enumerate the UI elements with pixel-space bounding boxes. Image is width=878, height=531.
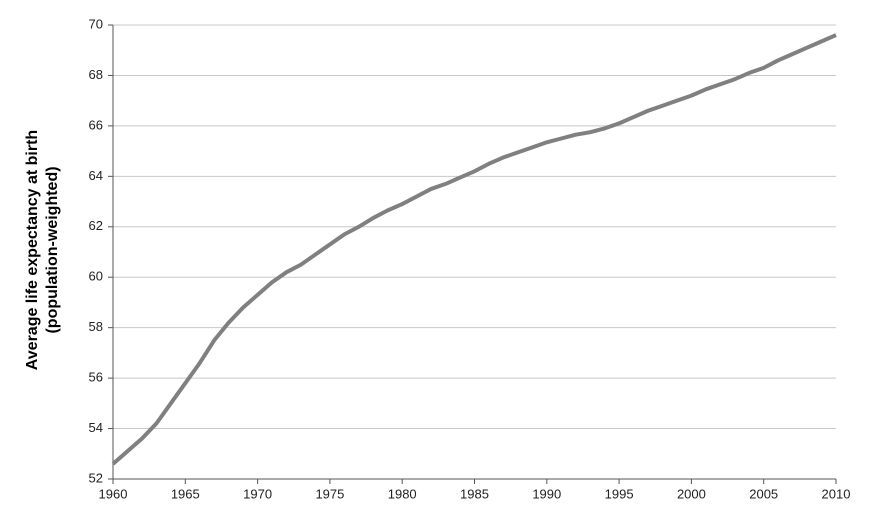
y-tick-label: 70: [89, 16, 103, 31]
y-axis-title-line: (population-weighted): [44, 166, 61, 333]
x-tick-label: 1970: [243, 486, 272, 501]
line: [111, 33, 837, 466]
y-tick-label: 62: [89, 218, 103, 233]
x-tick-label: 1975: [315, 486, 344, 501]
y-tick-label: 60: [89, 269, 103, 284]
x-tick-label: 2005: [749, 486, 778, 501]
x-tick-label: 1995: [605, 486, 634, 501]
y-tick-label: 56: [89, 370, 103, 385]
y-tick-label: 52: [89, 470, 103, 485]
x-tick-label: 1960: [99, 486, 128, 501]
y-tick-label: 64: [89, 168, 103, 183]
x-tick-label: 1985: [460, 486, 489, 501]
y-tick-label: 68: [89, 67, 103, 82]
y-axis-title: Average life expectancy at birth (popula…: [24, 130, 61, 370]
x-tick-label: 2000: [677, 486, 706, 501]
y-tick-label: 54: [89, 420, 103, 435]
x-tick-label: 2010: [822, 486, 851, 501]
x-tick-label: 1980: [388, 486, 417, 501]
y-tick-label: 58: [89, 319, 103, 334]
x-tick-label: 1965: [171, 486, 200, 501]
y-axis-title-line: Average life expectancy at birth: [24, 130, 41, 370]
y-tick-label: 66: [89, 117, 103, 132]
x-tick-label: 1990: [532, 486, 561, 501]
